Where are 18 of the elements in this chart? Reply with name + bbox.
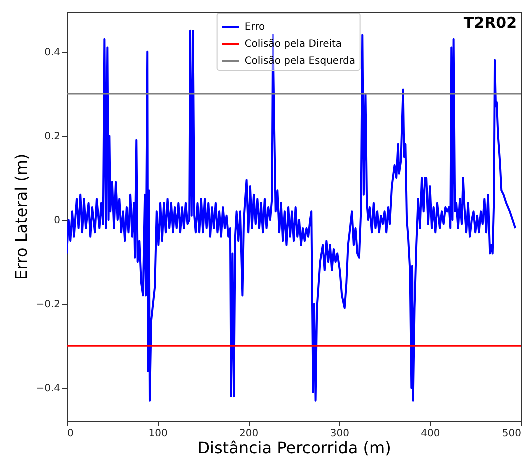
y-tick-label: 0.4 [44,47,60,58]
line-series [67,30,517,402]
y-tick-label: 0 [54,216,60,227]
y-tick-label: −0.4 [36,384,60,395]
x-tick-label: 500 [502,428,522,440]
y-axis-title: Erro Lateral (m) [12,154,32,280]
legend-label: Erro [244,22,266,33]
legend-label: Colisão pela Direita [244,39,342,50]
y-tick-label: 0.2 [44,132,60,143]
x-tick-label: 100 [148,428,168,440]
annotation: T2R02 [464,14,517,32]
x-tick-label: 0 [68,428,74,440]
legend-label: Colisão pela Esquerda [244,56,356,67]
x-tick-label: 400 [421,428,440,440]
x-tick-label: 200 [240,428,259,440]
y-tick-label: −0.2 [36,300,60,311]
x-axis-title: Distância Percorrida (m) [198,438,392,458]
x-tick-label: 300 [330,428,350,440]
